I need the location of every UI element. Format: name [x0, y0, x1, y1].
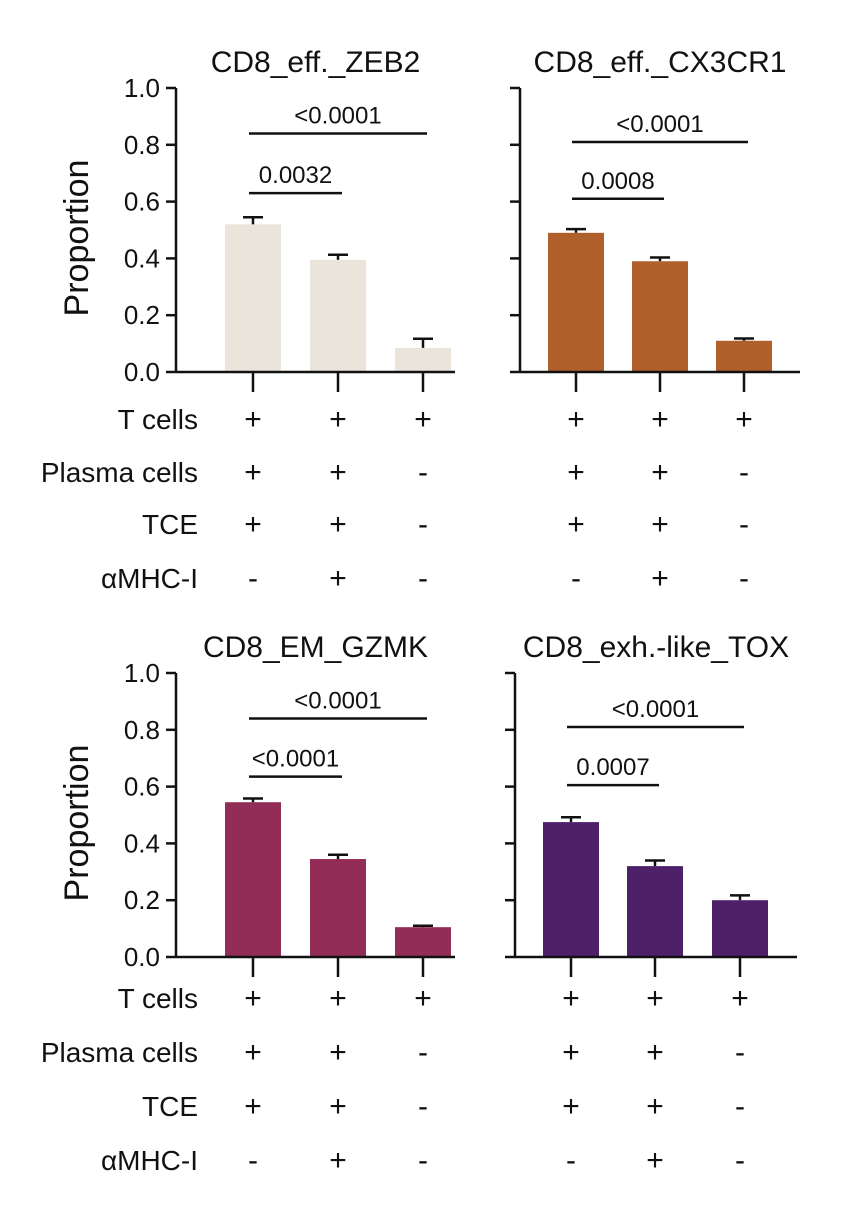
y-tick-label: 1.0	[124, 658, 160, 688]
condition-symbol: -	[418, 562, 428, 595]
bar	[712, 900, 768, 957]
chart-title: CD8_eff._ZEB2	[211, 46, 421, 79]
condition-symbol: +	[735, 403, 753, 436]
condition-symbol: +	[329, 982, 347, 1015]
y-tick-label: 0.4	[124, 243, 160, 273]
y-tick-label: 0.2	[124, 885, 160, 915]
condition-symbol: +	[329, 456, 347, 489]
condition-symbol: +	[329, 508, 347, 541]
condition-label: TCE	[142, 509, 198, 540]
chart-title: CD8_exh.-like_TOX	[523, 631, 789, 664]
y-tick-label: 1.0	[124, 73, 160, 103]
condition-symbol: +	[244, 982, 262, 1015]
condition-symbol: -	[248, 562, 258, 595]
bar	[548, 232, 604, 372]
condition-label: Plasma cells	[41, 1037, 198, 1068]
p-value-label: <0.0001	[294, 687, 381, 714]
condition-symbol: +	[562, 1036, 580, 1069]
panel-2: CD8_eff._CX3CR1 0.0008 <0.0001 + + + + + - + + - - + -	[510, 46, 800, 595]
panel-1: CD8_eff._ZEB2 0.0 0.2 0.4 0.6 0.8 1.0 Proportio…	[41, 46, 455, 595]
bar	[627, 866, 683, 957]
condition-symbol: +	[651, 562, 669, 595]
y-tick-label: 0.4	[124, 828, 160, 858]
y-tick-label: 0.0	[124, 942, 160, 972]
condition-label: T cells	[118, 404, 198, 435]
condition-symbol: +	[651, 456, 669, 489]
condition-symbol: +	[562, 982, 580, 1015]
condition-symbol: -	[248, 1144, 258, 1177]
condition-symbol: +	[731, 982, 749, 1015]
chart-title: CD8_eff._CX3CR1	[534, 46, 787, 79]
condition-symbol: +	[244, 403, 262, 436]
y-tick-label: 0.0	[124, 357, 160, 387]
bar	[395, 347, 451, 372]
condition-symbol: +	[567, 508, 585, 541]
condition-symbol: -	[739, 562, 749, 595]
bar	[716, 340, 772, 372]
condition-symbol: +	[244, 1036, 262, 1069]
condition-symbol: +	[646, 1144, 664, 1177]
p-value-label: <0.0001	[612, 696, 699, 723]
condition-symbol: +	[646, 1090, 664, 1123]
condition-label: αMHC-I	[101, 1145, 198, 1176]
condition-symbol: +	[244, 456, 262, 489]
condition-symbol: +	[562, 1090, 580, 1123]
condition-symbol: +	[651, 508, 669, 541]
bar	[310, 259, 366, 372]
p-value-label: 0.0007	[576, 754, 649, 781]
y-axis-label: Proportion	[58, 160, 96, 317]
condition-symbol: +	[646, 1036, 664, 1069]
p-value-label: 0.0008	[581, 168, 654, 195]
condition-symbol: +	[651, 403, 669, 436]
condition-symbol: +	[567, 456, 585, 489]
condition-symbol: +	[414, 982, 432, 1015]
condition-symbol: +	[329, 562, 347, 595]
panel-3: CD8_EM_GZMK 0.0 0.2 0.4 0.6 0.8 1.0 Proportion <…	[41, 631, 455, 1177]
condition-symbol: +	[329, 403, 347, 436]
p-value-label: <0.0001	[294, 102, 381, 129]
condition-symbol: -	[566, 1144, 576, 1177]
y-tick-label: 0.8	[124, 715, 160, 745]
y-tick-label: 0.6	[124, 772, 160, 802]
condition-symbol: +	[567, 403, 585, 436]
condition-symbol: +	[329, 1090, 347, 1123]
y-tick-label: 0.2	[124, 300, 160, 330]
bar	[310, 859, 366, 957]
bar	[225, 224, 281, 372]
condition-label: T cells	[118, 983, 198, 1014]
y-axis-label: Proportion	[58, 745, 96, 902]
condition-symbol: +	[646, 982, 664, 1015]
condition-symbol: -	[735, 1090, 745, 1123]
condition-symbol: -	[418, 508, 428, 541]
condition-symbol: -	[418, 1144, 428, 1177]
bar	[225, 802, 281, 957]
condition-symbol: +	[244, 1090, 262, 1123]
condition-symbol: +	[414, 403, 432, 436]
condition-label: TCE	[142, 1091, 198, 1122]
bar	[395, 927, 451, 957]
condition-symbol: -	[735, 1036, 745, 1069]
condition-symbol: +	[244, 508, 262, 541]
condition-label: Plasma cells	[41, 457, 198, 488]
condition-symbol: +	[329, 1144, 347, 1177]
p-value-label: 0.0032	[259, 162, 332, 189]
chart-title: CD8_EM_GZMK	[203, 631, 428, 664]
bar	[632, 261, 688, 372]
p-value-label: <0.0001	[616, 111, 703, 138]
bar	[543, 822, 599, 957]
p-value-label: <0.0001	[252, 746, 339, 773]
condition-symbol: -	[418, 1036, 428, 1069]
y-tick-label: 0.8	[124, 130, 160, 160]
condition-symbol: -	[571, 562, 581, 595]
condition-symbol: -	[418, 456, 428, 489]
panel-4: CD8_exh.-like_TOX 0.0007 <0.0001 + + + + + - + + - -…	[505, 631, 797, 1177]
condition-symbol: -	[739, 456, 749, 489]
condition-label: αMHC-I	[101, 563, 198, 594]
condition-symbol: -	[739, 508, 749, 541]
condition-symbol: +	[329, 1036, 347, 1069]
y-tick-label: 0.6	[124, 187, 160, 217]
condition-symbol: -	[418, 1090, 428, 1123]
condition-symbol: -	[735, 1144, 745, 1177]
